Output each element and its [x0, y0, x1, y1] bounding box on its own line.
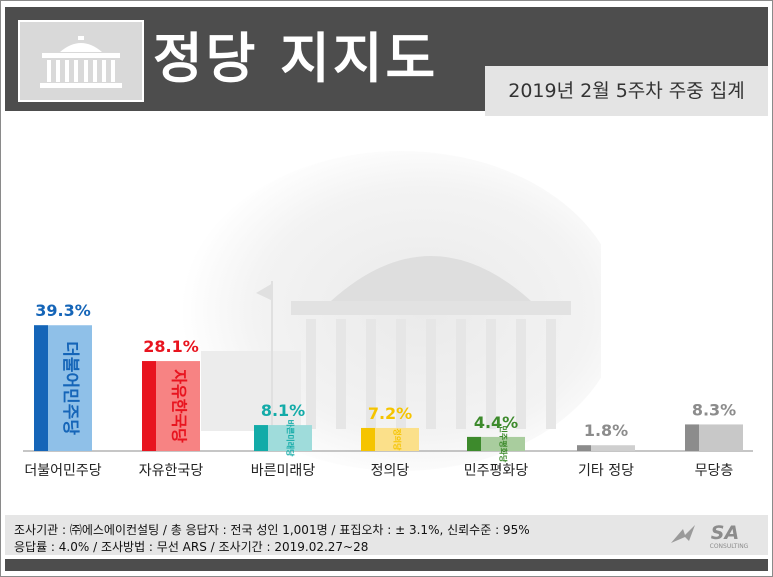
- category-label-4: 민주평화당: [464, 463, 529, 479]
- survey-note-line-2: 응답률 : 4.0% / 조사방법 : 무선 ARS / 조사기간 : 2019…: [14, 540, 369, 554]
- party-logo-1: 자유한국당: [170, 369, 189, 443]
- value-label-6: 8.3%: [692, 400, 736, 419]
- party-logo-3: 정의당: [393, 428, 403, 451]
- party-logo-4: 민주평화당: [499, 426, 509, 463]
- category-label-6: 무당층: [695, 463, 734, 479]
- party-support-chart: 더불어민주당 자유한국당 바른미래당 정의당 민주평화당 39.3%28.1%8.1% 7…: [23, 301, 753, 479]
- bottom-bar: [5, 559, 768, 571]
- bar-1-accent: [142, 361, 156, 451]
- value-label-0: 39.3%: [35, 301, 91, 320]
- category-label-1: 자유한국당: [139, 463, 204, 479]
- category-labels-group: 더불어민주당 자유한국당 바른미래당 정의당 민주평화당 기타 정당 무당층: [24, 463, 733, 479]
- category-label-3: 정의당: [371, 463, 410, 479]
- category-label-0: 더불어민주당: [24, 463, 101, 479]
- bar-4-accent: [467, 436, 481, 451]
- bar-3-body: [361, 427, 419, 451]
- footer-notes: 조사기관 : ㈜에스에이컨설팅 / 총 응답자 : 전국 성인 1,001명 /…: [5, 515, 768, 555]
- header-bar: 정당 지지도 2019년 2월 5주차 주중 집계: [5, 7, 768, 116]
- category-label-2: 바른미래당: [251, 463, 316, 479]
- value-labels-group: 39.3% 28.1% 8.1% 7.2% 4.4% 1.8% 8.3%: [35, 301, 736, 440]
- value-label-2: 8.1%: [261, 401, 305, 420]
- logo-box: [18, 20, 144, 102]
- value-label-1: 28.1%: [143, 337, 199, 356]
- national-assembly-icon: [20, 22, 142, 100]
- bars-group: [34, 325, 743, 451]
- category-label-5: 기타 정당: [578, 463, 634, 479]
- bar-2-accent: [254, 425, 268, 451]
- value-label-4: 4.4%: [474, 413, 518, 432]
- page-subtitle: 2019년 2월 5주차 주중 집계: [508, 80, 745, 102]
- bar-4-body: [467, 436, 525, 451]
- brand-name: SA: [711, 522, 739, 544]
- value-label-3: 7.2%: [368, 404, 412, 423]
- subtitle-box: 2019년 2월 5주차 주중 집계: [485, 66, 768, 116]
- survey-note-line-1: 조사기관 : ㈜에스에이컨설팅 / 총 응답자 : 전국 성인 1,001명 /…: [14, 523, 530, 537]
- assembly-background-image: [181, 151, 601, 471]
- bar-0-accent: [34, 325, 48, 451]
- value-label-5: 1.8%: [584, 421, 628, 440]
- bar-5-body: [577, 445, 635, 451]
- bar-5-accent: [577, 445, 591, 451]
- bar-6-accent: [685, 424, 699, 451]
- bar-3-accent: [361, 427, 375, 451]
- sa-consulting-logo: SA CONSULTING: [671, 522, 749, 550]
- brand-subtitle: CONSULTING: [710, 543, 749, 550]
- page-title: 정당 지지도: [153, 27, 439, 90]
- party-logo-0: 더불어민주당: [60, 341, 80, 435]
- party-logo-2: 바른미래당: [286, 420, 296, 457]
